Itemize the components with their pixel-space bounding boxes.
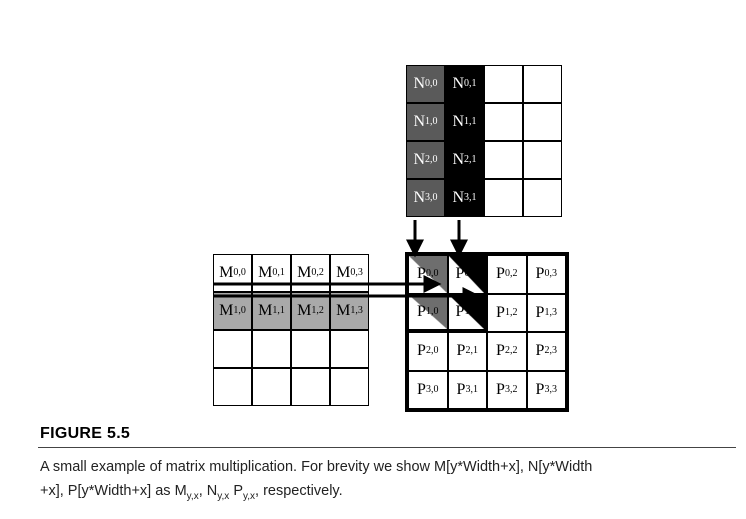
m-cell-3-3 [330,368,369,406]
n-cell-3-3 [523,179,562,217]
caption-sub-m: y,x [186,490,199,502]
m-cell-1-0: M 1,0 [213,292,252,330]
caption-line2-a: +x], P[y*Width+x] as M [40,483,187,499]
caption-line1: A small example of matrix multiplication… [40,459,593,475]
p-cell-0-3: P 0,3 [526,255,566,294]
m-cell-2-0 [213,330,252,368]
m-cell-0-1: M 0,1 [252,254,291,292]
p-cell-2-3: P 2,3 [526,332,566,371]
n-cell-0-0: N 0,0 [406,65,445,103]
figure-title: FIGURE 5.5 [40,425,131,442]
figure-caption: A small example of matrix multiplication… [40,455,730,509]
n-cell-0-1: N 0,1 [445,65,484,103]
n-cell-0-2 [484,65,523,103]
p-cell-3-3: P 3,3 [526,370,566,409]
p-cell-2-0: P 2,0 [408,332,448,371]
caption-line2-b: , N [198,483,218,499]
m-cell-3-1 [252,368,291,406]
n-cell-1-3 [523,103,562,141]
n-cell-3-1: N 3,1 [445,179,484,217]
n-cell-1-1: N 1,1 [445,103,484,141]
m-cell-3-0 [213,368,252,406]
n-cell-1-2 [484,103,523,141]
n-cell-2-0: N 2,0 [406,141,445,179]
matrix-n: N 0,0 N 0,1 N 1,0 N 1,1 N 2,0 N 2,1 N 3,0 N 3,1 [406,65,562,217]
p-cell-1-2: P 1,2 [487,293,527,332]
caption-sub-p: y,x [243,490,256,502]
m-cell-0-3: M 0,3 [330,254,369,292]
p-cell-0-2: P 0,2 [487,255,527,294]
n-cell-2-3 [523,141,562,179]
p-cell-1-3: P 1,3 [526,293,566,332]
m-cell-0-2: M 0,2 [291,254,330,292]
m-cell-0-0: M 0,0 [213,254,252,292]
p-cell-1-0: P 1,0 [408,293,448,332]
p-cell-3-0: P 3,0 [408,370,448,409]
m-cell-2-3 [330,330,369,368]
n-cell-2-2 [484,141,523,179]
m-cell-1-1: M 1,1 [252,292,291,330]
matrix-m: M 0,0 M 0,1 M 0,2 M 0,3 M 1,0 M 1,1 M 1,2 M 1,3 [213,254,369,406]
n-cell-0-3 [523,65,562,103]
n-cell-3-0: N 3,0 [406,179,445,217]
m-cell-3-2 [291,368,330,406]
caption-sub-n: y,x [217,490,230,502]
p-cell-2-2: P 2,2 [487,332,527,371]
m-cell-1-2: M 1,2 [291,292,330,330]
p-cell-2-1: P 2,1 [447,332,487,371]
caption-divider [38,447,736,448]
n-cell-1-0: N 1,0 [406,103,445,141]
caption-line2-d: , respectively. [255,483,343,499]
p-cell-3-1: P 3,1 [447,370,487,409]
p-cell-3-2: P 3,2 [487,370,527,409]
caption-line2-c: P [229,483,243,499]
m-cell-2-1 [252,330,291,368]
m-cell-1-3: M 1,3 [330,292,369,330]
n-cell-3-2 [484,179,523,217]
m-cell-2-2 [291,330,330,368]
n-cell-2-1: N 2,1 [445,141,484,179]
